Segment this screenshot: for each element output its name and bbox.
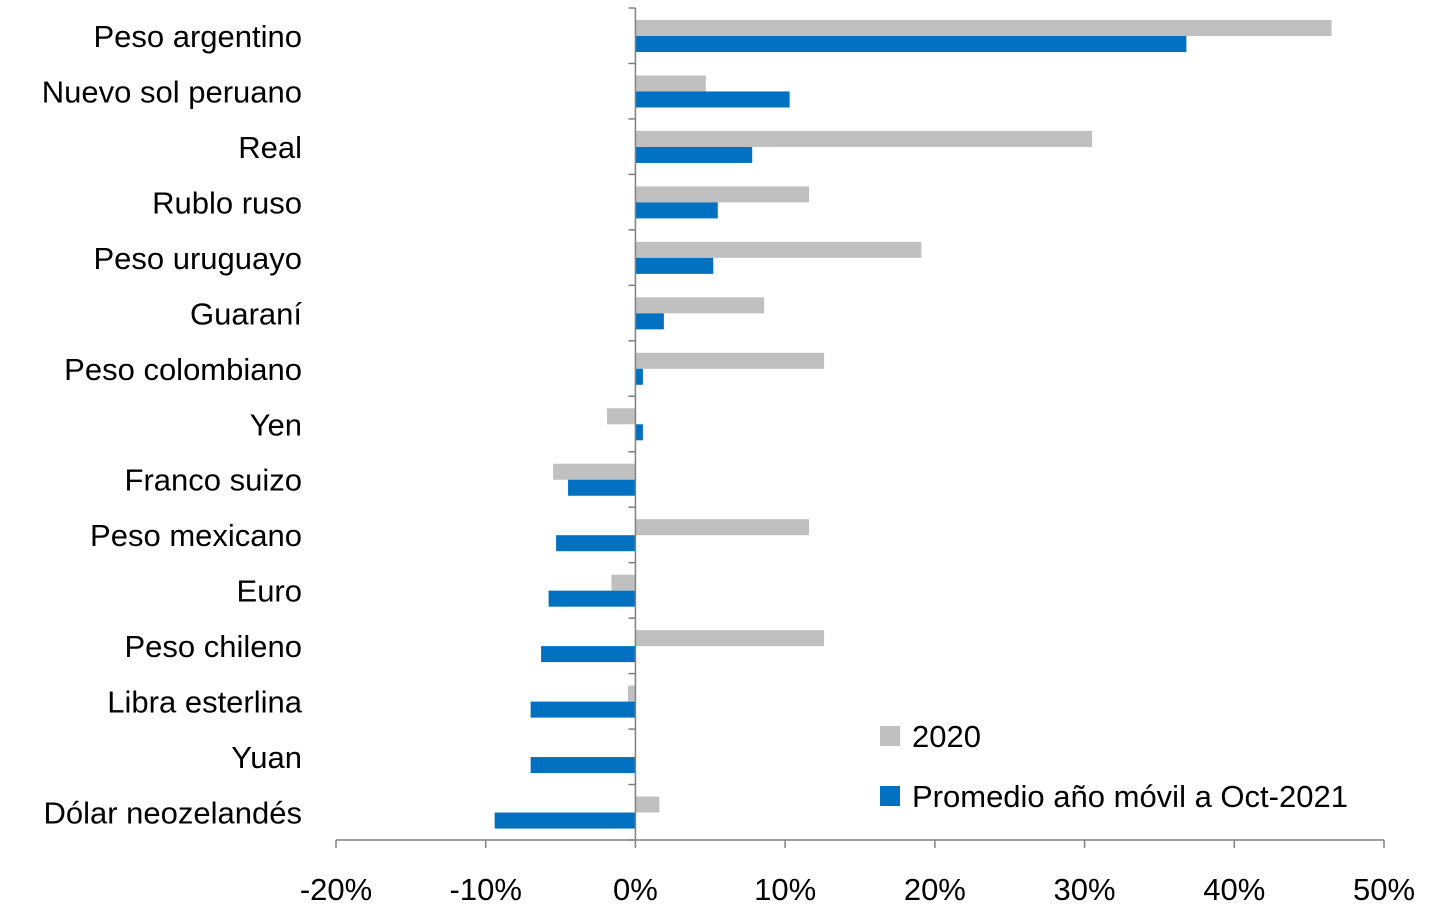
category-label: Peso chileno: [124, 629, 302, 664]
bar-series-2020-0: [635, 20, 1332, 36]
bar-series-2020-7: [606, 408, 636, 425]
bar-series-2020-4: [635, 241, 922, 258]
bar-series-promedio-4: [635, 257, 714, 274]
bar-series-2020-14: [635, 796, 660, 813]
legend-swatch-promedio: [880, 786, 900, 806]
legend-label-promedio: Promedio año móvil a Oct-2021: [912, 779, 1348, 814]
category-label: Peso mexicano: [90, 518, 302, 553]
category-label: Euro: [237, 574, 302, 609]
bar-series-2020-8: [553, 463, 636, 480]
bar-series-promedio-11: [541, 646, 636, 663]
bar-series-2020-6: [635, 352, 825, 369]
bar-series-promedio-14: [494, 812, 636, 829]
bar-series-2020-11: [635, 630, 825, 647]
axes-layer: [335, 7, 1385, 848]
x-tick-label: -20%: [300, 872, 372, 905]
category-label: Real: [238, 130, 302, 165]
category-label: Yuan: [231, 740, 302, 775]
bar-series-2020-5: [635, 297, 765, 314]
bar-series-2020-12: [627, 685, 636, 702]
x-tick-label: -10%: [450, 872, 522, 905]
category-label: Peso colombiano: [64, 352, 302, 387]
bar-series-2020-3: [635, 186, 810, 203]
category-label: Rublo ruso: [152, 185, 302, 220]
x-tick-label: 20%: [904, 872, 966, 905]
bar-series-promedio-9: [556, 535, 636, 552]
x-tick-label: 10%: [754, 872, 816, 905]
bar-series-promedio-6: [635, 368, 643, 385]
category-label: Franco suizo: [125, 463, 302, 498]
category-label: Libra esterlina: [107, 685, 302, 720]
bar-series-promedio-10: [548, 590, 636, 607]
bar-series-promedio-2: [635, 146, 753, 163]
legend-label-2020: 2020: [912, 719, 981, 754]
category-label: Dólar neozelandés: [43, 796, 302, 831]
legend: 2020 Promedio año móvil a Oct-2021: [880, 719, 1348, 814]
bar-series-promedio-13: [530, 757, 636, 774]
legend-swatch-2020: [880, 726, 900, 746]
bar-series-2020-2: [635, 130, 1093, 147]
bar-series-promedio-7: [635, 424, 643, 441]
x-tick-label: 40%: [1203, 872, 1265, 905]
category-label: Nuevo sol peruano: [42, 74, 302, 109]
labels-layer: -20% -10% 0% 10% 20% 30% 40% 50% Peso argentino N…: [42, 19, 1415, 907]
bar-series-promedio-0: [635, 36, 1187, 52]
bar-series-2020-9: [635, 519, 810, 536]
category-label: Yen: [250, 407, 302, 442]
x-tick-label: 50%: [1353, 872, 1415, 905]
bar-series-promedio-1: [635, 91, 790, 108]
category-label: Peso uruguayo: [93, 241, 302, 276]
bar-series-2020-10: [611, 574, 636, 591]
bar-series-promedio-8: [568, 479, 636, 496]
x-tick-label: 30%: [1054, 872, 1116, 905]
bar-series-promedio-3: [635, 202, 718, 219]
category-label: Peso argentino: [93, 19, 302, 54]
category-label: Guaraní: [190, 296, 302, 331]
bar-series-promedio-12: [530, 701, 636, 718]
bar-series-2020-1: [635, 75, 706, 92]
bars-layer: [494, 20, 1332, 829]
bar-series-promedio-5: [635, 313, 664, 330]
x-tick-label: 0%: [613, 872, 658, 905]
